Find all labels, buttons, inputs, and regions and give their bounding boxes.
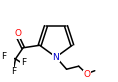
Text: N: N	[53, 53, 59, 62]
Text: O: O	[84, 70, 91, 79]
Text: F: F	[11, 67, 16, 76]
Text: F: F	[21, 58, 26, 67]
Text: F: F	[2, 52, 7, 61]
Text: O: O	[14, 29, 21, 38]
